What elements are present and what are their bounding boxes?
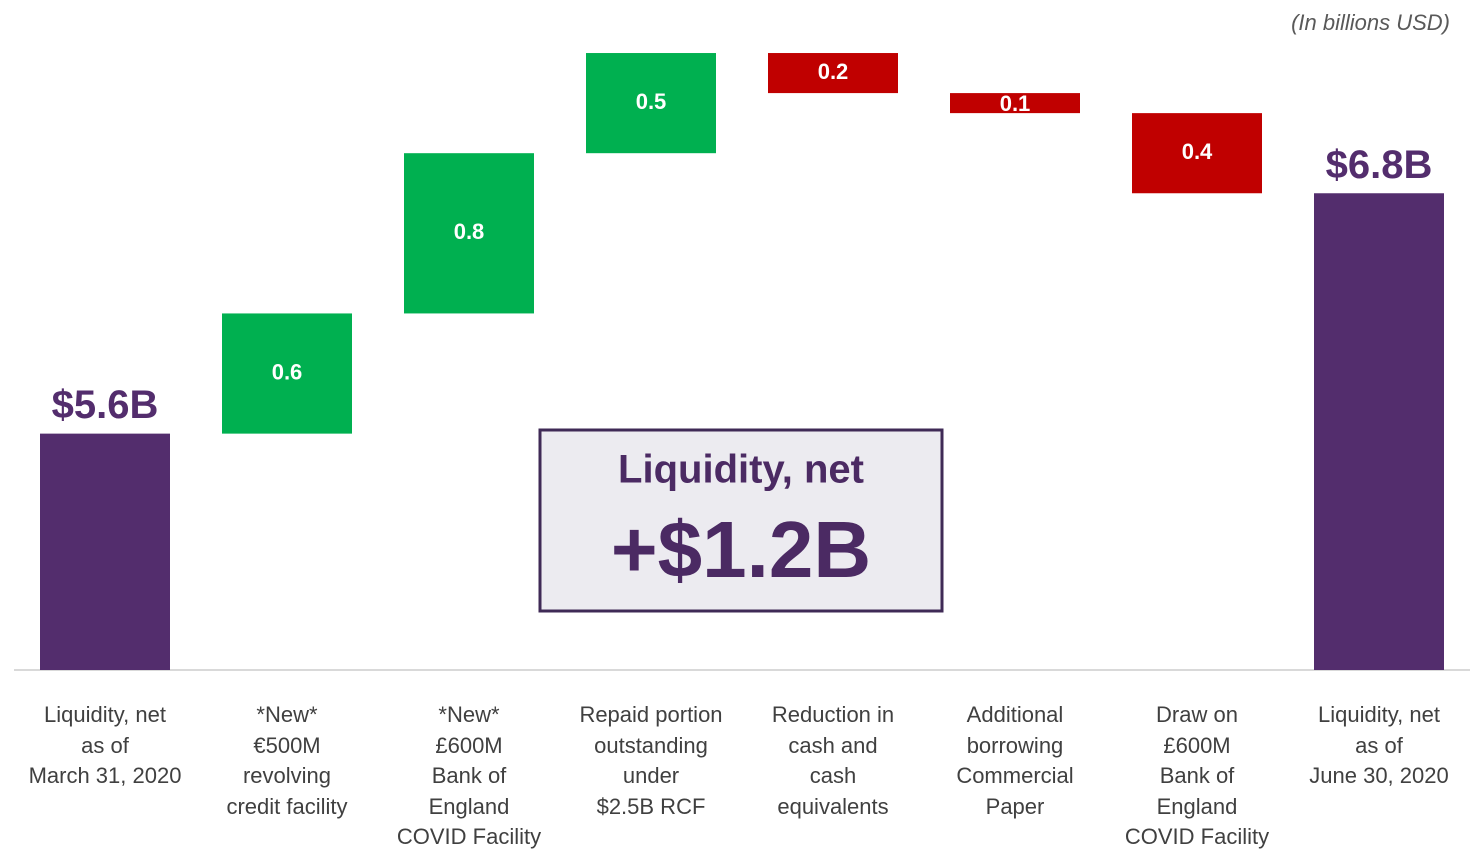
total-bar: [1314, 193, 1444, 670]
change-bar: [222, 313, 352, 434]
x-tick-label: Draw on £600M Bank of England COVID Faci…: [1124, 702, 1270, 849]
annotation-value: +$1.2B: [611, 505, 871, 594]
value-label: 0.5: [636, 89, 667, 114]
x-tick-label: Liquidity, net as of March 31, 2020: [28, 702, 182, 788]
value-label: 0.8: [454, 219, 485, 244]
value-label: 0.6: [272, 359, 303, 384]
total-label: $6.8B: [1326, 143, 1433, 187]
x-tick-label: Additional borrowing Commercial Paper: [956, 702, 1074, 819]
x-tick-label: *New* £600M Bank of England COVID Facili…: [396, 702, 542, 849]
x-tick-label: Repaid portion outstanding under $2.5B R…: [579, 702, 723, 819]
unit-note: (In billions USD): [1291, 10, 1450, 35]
x-tick-label: Reduction in cash and cash equivalents: [771, 702, 895, 819]
change-bar: [586, 53, 716, 154]
change-bar: [768, 53, 898, 94]
change-bar: [950, 93, 1080, 114]
value-label: 0.4: [1182, 139, 1213, 164]
value-label: 0.2: [818, 59, 849, 84]
total-bar: [40, 433, 170, 670]
x-tick-label: Liquidity, net as of June 30, 2020: [1309, 702, 1449, 788]
annotation-title: Liquidity, net: [618, 448, 864, 492]
annotation-box: [538, 428, 944, 613]
value-label: 0.1: [1000, 91, 1031, 116]
x-tick-label: *New* €500M revolving credit facility: [226, 702, 348, 819]
change-bar: [1132, 113, 1262, 194]
total-label: $5.6B: [52, 383, 159, 427]
change-bar: [404, 153, 534, 314]
